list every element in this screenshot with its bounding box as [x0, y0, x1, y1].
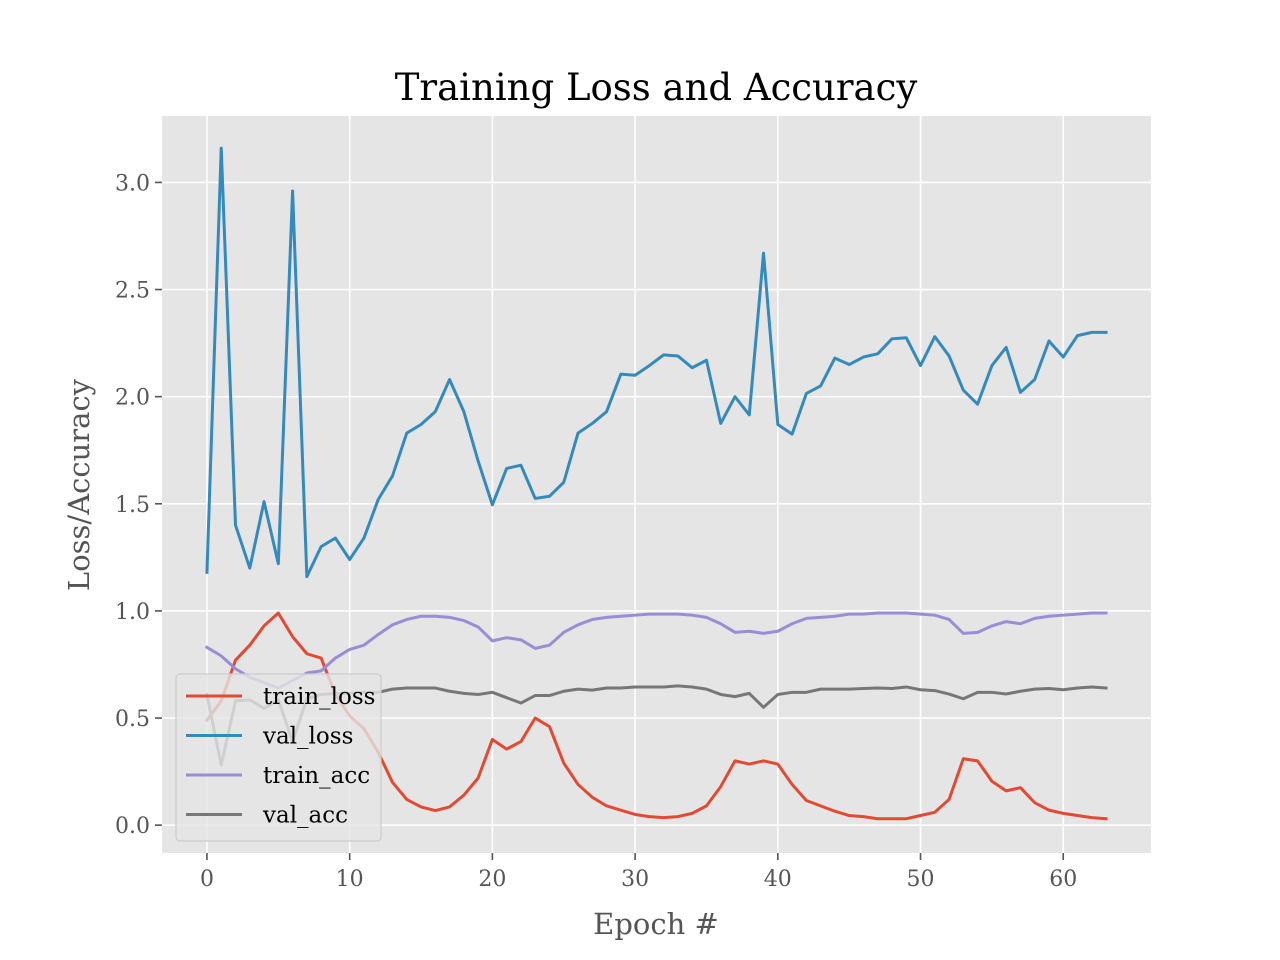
x-tick-label: 60	[1049, 867, 1077, 892]
x-tick-label: 20	[478, 867, 506, 892]
y-tick-label: 0.0	[115, 814, 150, 839]
y-tick-label: 2.0	[115, 386, 150, 411]
y-tick-label: 3.0	[115, 171, 150, 196]
y-tick-label: 2.5	[115, 279, 150, 304]
axis-ticks: 0 10 20 30 40 50 60 0.0 0.5 1.0 1.5 2.0 2.5 3.0	[115, 171, 1077, 892]
legend-box	[175, 673, 382, 842]
chart-title: Training Loss and Accuracy	[395, 66, 918, 109]
y-tick-label: 0.5	[115, 707, 150, 732]
legend-label-val-acc: val_acc	[262, 803, 348, 829]
y-tick-label: 1.0	[115, 600, 150, 625]
legend-label-train-acc: train_acc	[263, 763, 370, 789]
series-line-train-acc	[204, 611, 1108, 690]
legend: train_loss val_loss train_acc val_acc	[175, 673, 382, 842]
x-tick-label: 40	[764, 867, 792, 892]
y-axis-label: Loss/Accuracy	[62, 378, 96, 591]
x-tick-label: 50	[907, 867, 935, 892]
legend-label-train-loss: train_loss	[263, 684, 375, 710]
x-tick-label: 10	[336, 867, 364, 892]
x-axis-label: Epoch #	[593, 907, 719, 941]
x-tick-label: 0	[200, 867, 214, 892]
y-tick-label: 1.5	[115, 493, 150, 518]
series-line-val-loss	[205, 146, 1108, 579]
legend-label-val-loss: val_loss	[262, 724, 353, 750]
x-tick-label: 30	[621, 867, 649, 892]
